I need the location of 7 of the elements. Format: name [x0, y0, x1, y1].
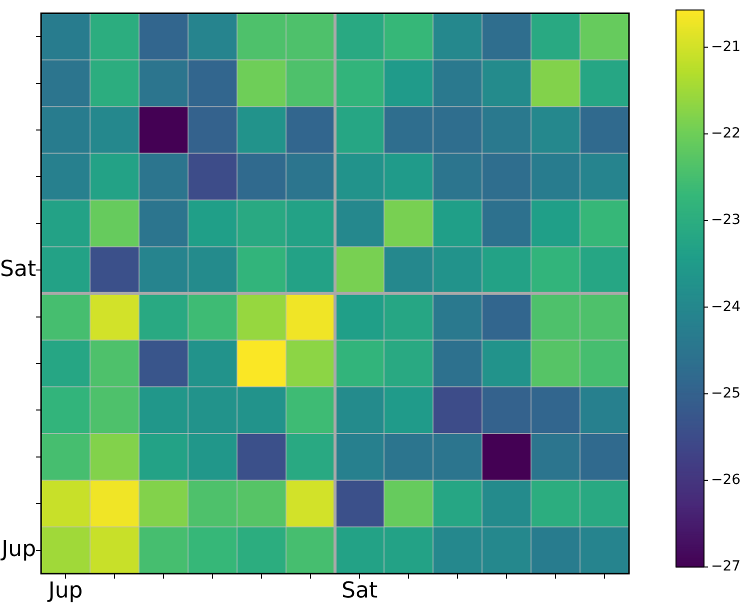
color-bar-label: −22: [711, 126, 741, 142]
color-bar-label: −21: [711, 38, 741, 55]
color-bar-label: −24: [711, 298, 741, 315]
color-bar-label: −26: [711, 472, 741, 488]
color-bar-label: −27: [711, 558, 741, 575]
color-bar-label: −23: [711, 212, 741, 228]
color-bar-label: −25: [711, 385, 741, 402]
